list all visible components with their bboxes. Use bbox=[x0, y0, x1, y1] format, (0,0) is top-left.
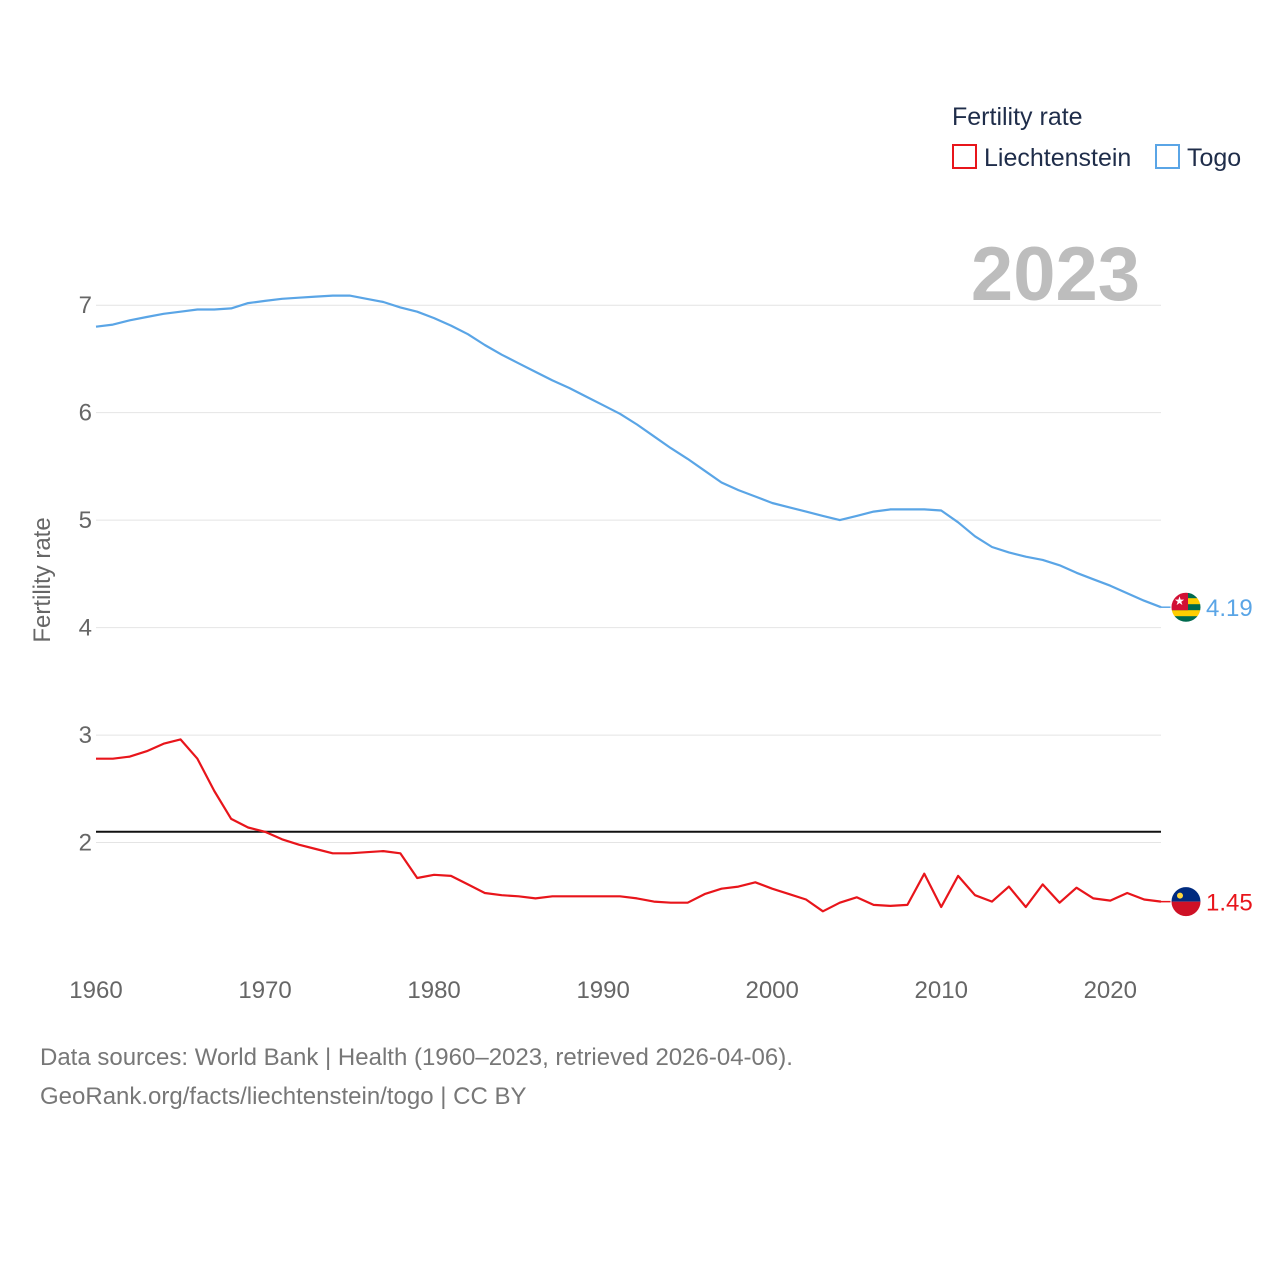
y-tick-5: 5 bbox=[79, 507, 92, 534]
legend-title: Fertility rate bbox=[952, 103, 1083, 131]
x-tick-1980: 1980 bbox=[407, 977, 460, 1004]
x-tick-2020: 2020 bbox=[1084, 977, 1137, 1004]
legend-swatch-togo bbox=[1155, 144, 1180, 169]
y-tick-6: 6 bbox=[79, 400, 92, 427]
grid-lines bbox=[96, 304, 1161, 844]
legend-item-togo[interactable]: Togo bbox=[1155, 144, 1241, 172]
series-line-liechtenstein bbox=[96, 738, 1162, 913]
y-tick-4: 4 bbox=[79, 615, 92, 642]
x-axis-ticks: 1960 1970 1980 1990 2000 2010 2020 bbox=[69, 977, 1137, 1004]
y-tick-3: 3 bbox=[79, 722, 92, 749]
legend: Fertility rate Liechtenstein Togo bbox=[952, 103, 1241, 172]
series-lines bbox=[95, 294, 1162, 913]
series-line-togo bbox=[95, 294, 1162, 609]
y-axis-ticks: 2 3 4 5 6 7 bbox=[79, 292, 92, 856]
y-tick-2: 2 bbox=[79, 830, 92, 857]
x-tick-1970: 1970 bbox=[238, 977, 291, 1004]
x-tick-2000: 2000 bbox=[745, 977, 798, 1004]
line-chart: 2 3 4 5 6 7 1960 1970 1980 1990 2000 2010 2020 Fert… bbox=[29, 103, 1253, 1004]
svg-text:★: ★ bbox=[1174, 594, 1185, 608]
legend-label-togo: Togo bbox=[1187, 144, 1241, 172]
footer-link[interactable]: GeoRank.org/facts/liechtenstein/togo | C… bbox=[40, 1083, 527, 1110]
legend-label-liechtenstein: Liechtenstein bbox=[984, 144, 1131, 172]
y-axis-title: Fertility rate bbox=[29, 517, 56, 642]
x-tick-1990: 1990 bbox=[576, 977, 629, 1004]
end-labels: 1.45 ★ 4.19 bbox=[1161, 591, 1253, 918]
end-label-liechtenstein: 1.45 bbox=[1206, 890, 1253, 917]
x-tick-2010: 2010 bbox=[915, 977, 968, 1004]
end-label-togo: 4.19 bbox=[1206, 595, 1253, 622]
current-year-label: 2023 bbox=[971, 232, 1140, 317]
y-tick-7: 7 bbox=[79, 292, 92, 319]
footer-sources: Data sources: World Bank | Health (1960–… bbox=[40, 1044, 793, 1071]
x-tick-1960: 1960 bbox=[69, 977, 122, 1004]
legend-swatch-liechtenstein bbox=[952, 144, 977, 169]
legend-item-liechtenstein[interactable]: Liechtenstein bbox=[952, 144, 1131, 172]
liechtenstein-flag-icon bbox=[1171, 886, 1201, 917]
